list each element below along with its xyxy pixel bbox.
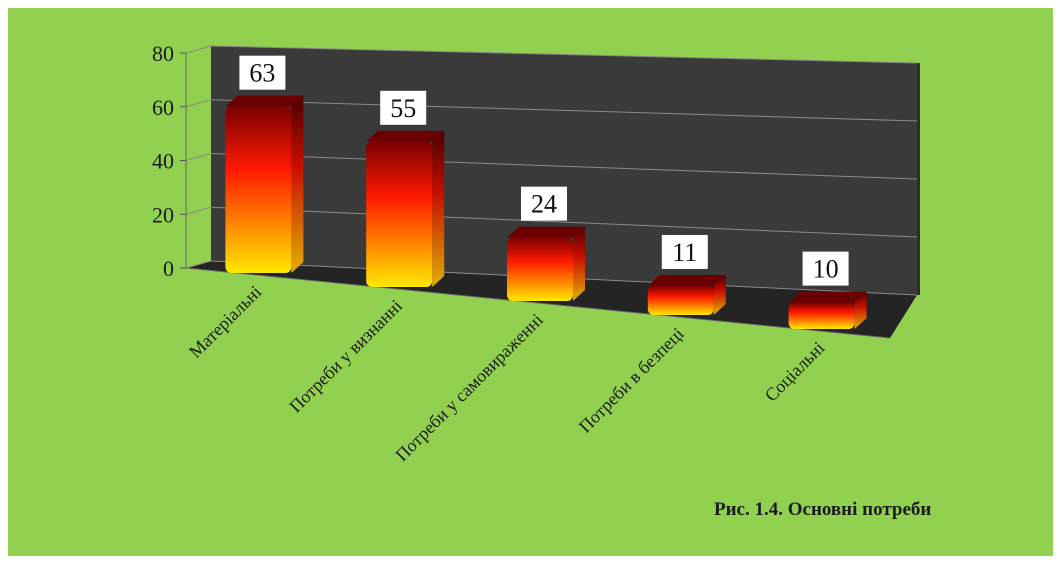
bar [225,95,304,274]
data-label-box [239,55,286,90]
bar-top [366,130,445,142]
y-tick-label: 0 [163,256,174,281]
bar-side [854,291,867,329]
bar-top [647,274,726,286]
bar-front [647,285,714,315]
gridline-side [185,45,212,54]
data-label-box [380,90,427,125]
data-label: 24 [531,190,557,219]
data-label: 10 [813,255,839,284]
chart-panel: 0 20 40 60 80 63 Матеріальні 55 Потреби у визнан… [8,8,1053,556]
bar-side [291,95,304,274]
bar [647,274,726,315]
chart-side-wall [917,63,920,295]
y-tick-label: 40 [152,149,174,174]
category-label: Матеріальні [185,282,265,362]
bar [507,226,585,301]
category-label: Соціальні [761,338,829,406]
bar-front [366,141,433,287]
figure-caption: Рис. 1.4. Основні потреби [714,499,932,520]
gridline-side [185,260,212,269]
gridline [210,153,918,180]
category-label: Потреби у самовираженні [391,310,546,465]
y-tick-label: 60 [152,95,174,120]
bar [366,130,445,287]
bar-top [788,291,867,303]
data-label: 11 [672,238,697,267]
gridline [210,206,918,238]
bar-top [507,226,585,238]
y-tick-label: 20 [152,202,174,227]
bar-front [788,302,855,329]
bar-side [573,226,585,301]
gridline [210,99,918,122]
data-label-box [521,186,567,221]
gridline-side [185,99,212,108]
bar-top [225,95,304,107]
bar-front [507,237,573,301]
y-tick-label: 80 [152,41,174,66]
data-label: 55 [390,94,416,123]
data-label: 63 [249,59,275,88]
x-axis-line [185,267,891,339]
bar-side [713,274,726,315]
gridline-side [185,206,212,215]
data-label-box [802,251,849,286]
data-label-box [661,234,708,269]
bar-front [225,106,292,274]
bar [788,291,867,329]
gridline-side [185,153,212,161]
bar-side [432,130,445,287]
gridline [210,45,918,64]
bar-chart: 0 20 40 60 80 63 Матеріальні 55 Потреби у визнан… [152,41,920,465]
category-label: Потреби в безпеці [575,324,688,437]
category-label: Потреби у визнанні [285,296,406,417]
